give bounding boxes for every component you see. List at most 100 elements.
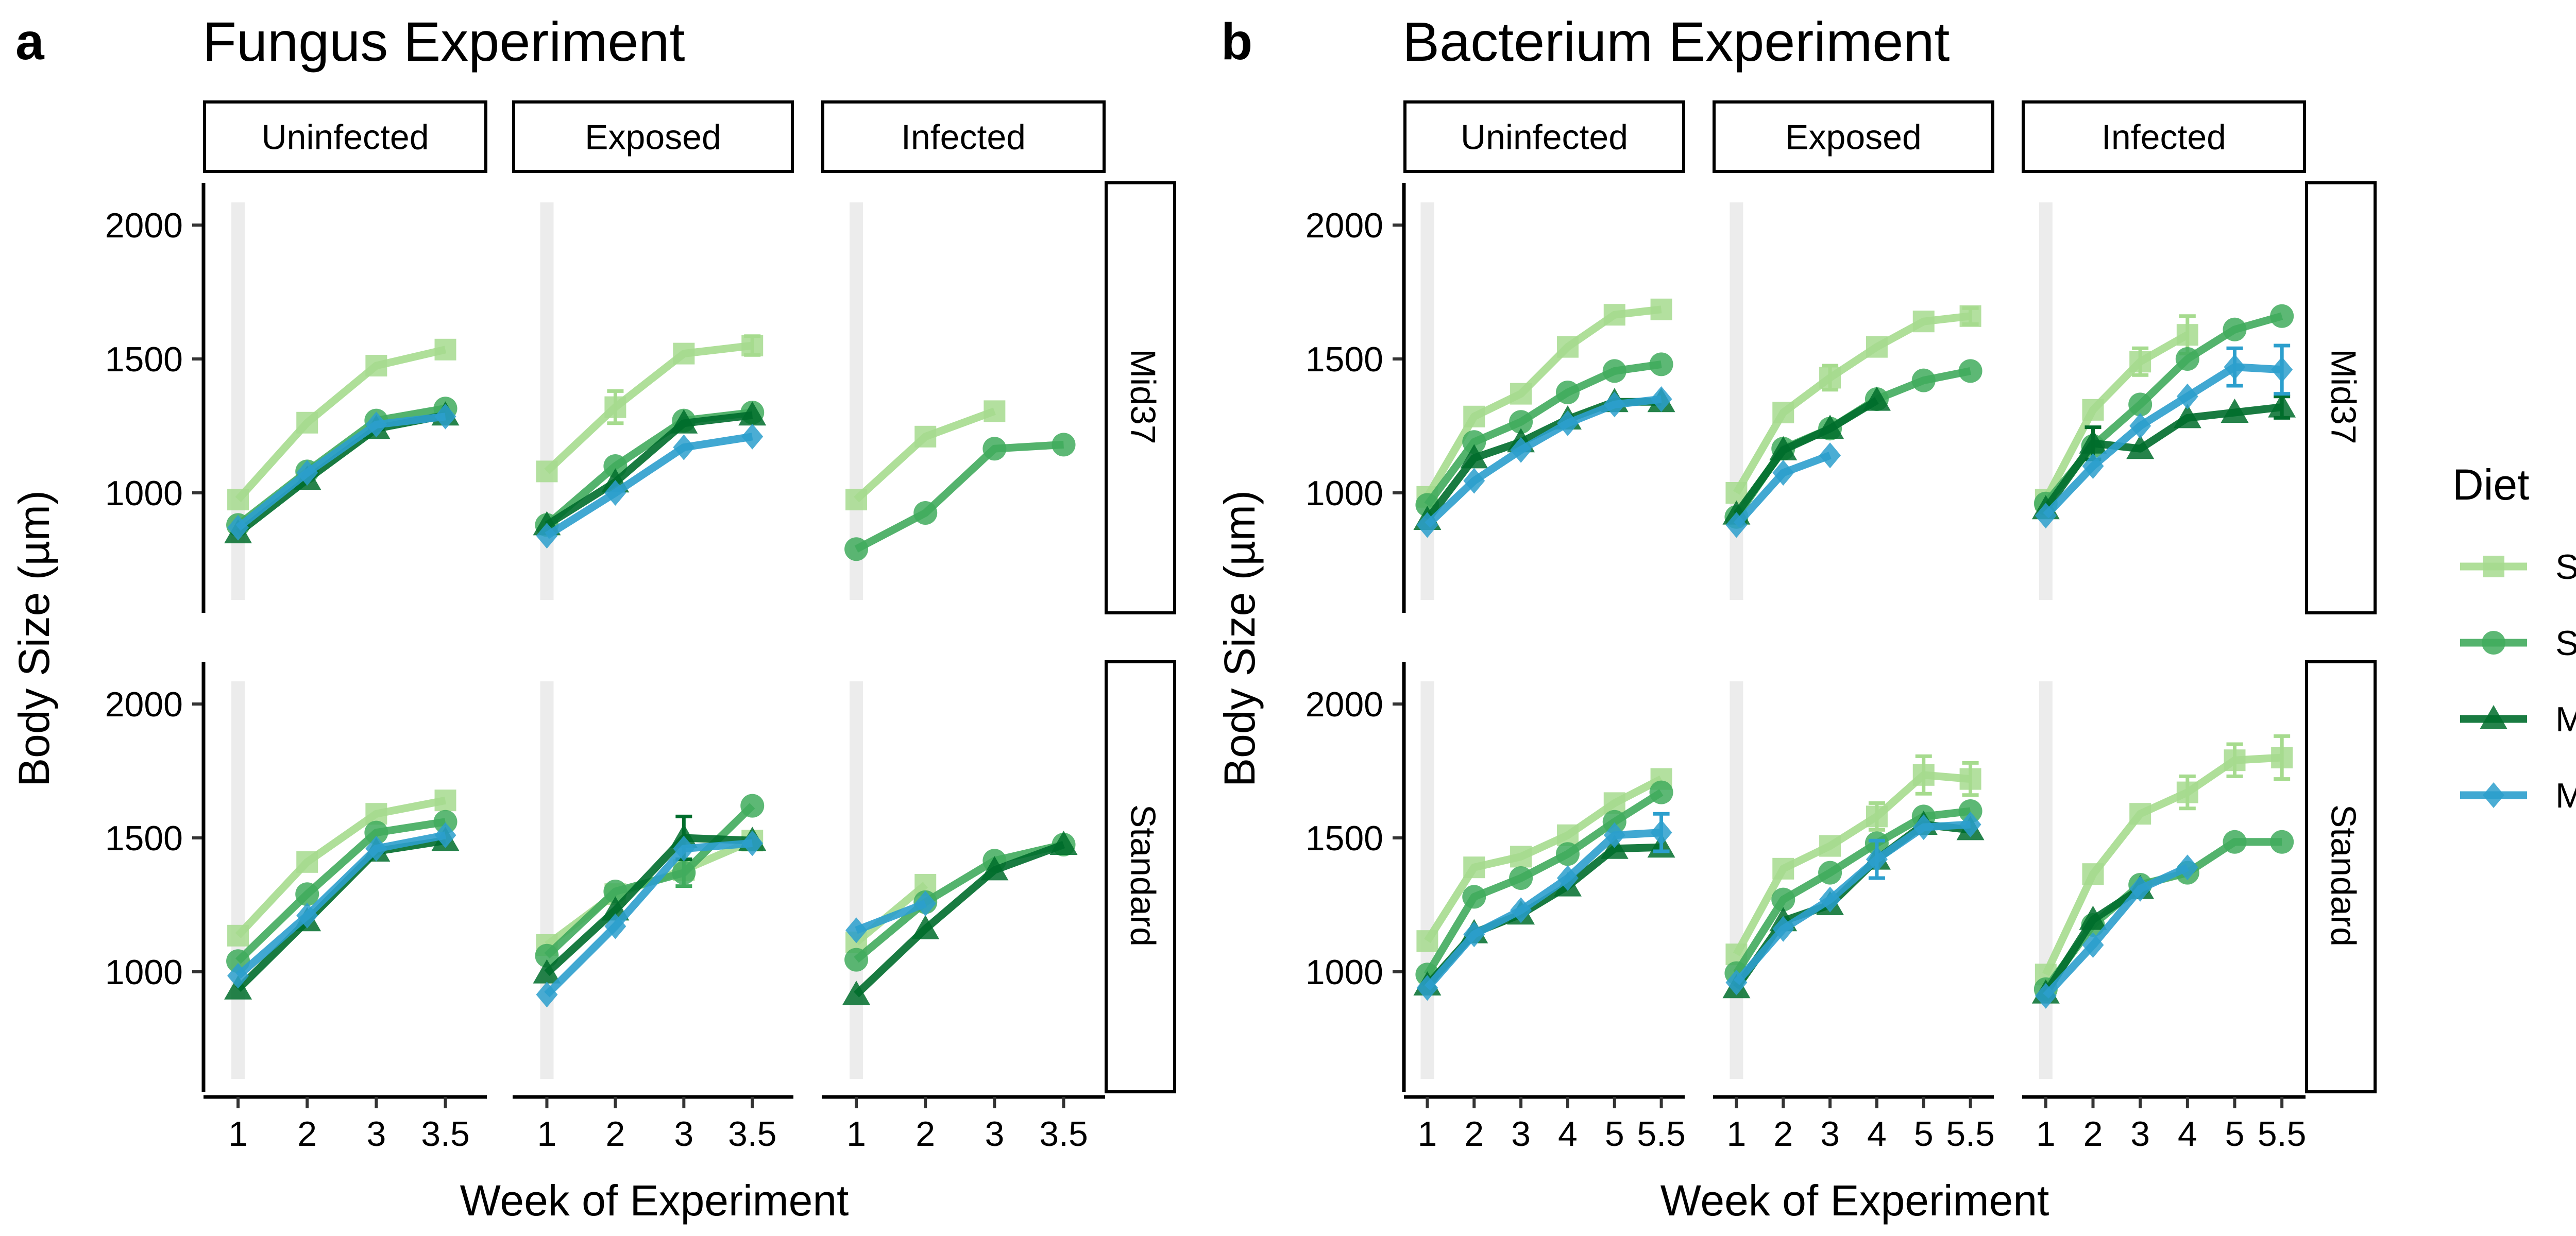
facet-panel bbox=[533, 681, 767, 1079]
legend: Diet S SM M M+ bbox=[2452, 460, 2576, 815]
x-tick-label: 1 bbox=[1727, 1114, 1747, 1154]
data-point-S bbox=[1819, 367, 1841, 389]
data-point-S bbox=[1912, 764, 1935, 786]
data-point-S bbox=[1463, 856, 1485, 879]
data-point-SM bbox=[1462, 430, 1486, 454]
data-point-M bbox=[842, 981, 871, 1005]
x-tick-label: 5.5 bbox=[1946, 1114, 1995, 1154]
column-strip-label: Infected bbox=[901, 118, 1026, 157]
week1-shade bbox=[1730, 681, 1743, 1079]
data-point-S bbox=[1912, 311, 1935, 333]
data-point-M+ bbox=[2129, 876, 2151, 902]
data-point-SM bbox=[1052, 433, 1076, 457]
column-strip-label: Uninfected bbox=[1461, 118, 1628, 157]
row-strip-label: Mid37 bbox=[1124, 349, 1163, 444]
week1-shade bbox=[1730, 202, 1743, 600]
x-tick-label: 1 bbox=[2036, 1114, 2056, 1154]
data-point-SM bbox=[913, 501, 938, 525]
x-tick-label: 3 bbox=[2130, 1114, 2150, 1154]
data-point-M+ bbox=[1725, 512, 1748, 538]
data-point-M+ bbox=[434, 403, 456, 430]
column-strip-label: Uninfected bbox=[261, 118, 429, 157]
facet-panel bbox=[1413, 681, 1675, 1079]
data-point-SM bbox=[2175, 347, 2199, 371]
series-line-SM bbox=[2042, 838, 2282, 992]
y-axis-label: Body Size (µm) bbox=[1215, 490, 1264, 787]
y-tick-label: 1500 bbox=[105, 819, 183, 858]
data-point-SM bbox=[433, 810, 457, 834]
data-point-S bbox=[2224, 749, 2246, 771]
data-point-S bbox=[1463, 405, 1485, 427]
data-point-M+ bbox=[1416, 512, 1438, 538]
data-point-M+ bbox=[536, 523, 558, 549]
data-point-M bbox=[2079, 905, 2107, 930]
data-point-SM bbox=[1509, 410, 1533, 434]
series-line-S bbox=[544, 341, 753, 474]
x-tick-label: 3 bbox=[674, 1114, 693, 1154]
data-point-M+ bbox=[1725, 969, 1748, 995]
data-point-M+ bbox=[1603, 822, 1625, 848]
data-point-M+ bbox=[1510, 437, 1532, 463]
data-point-M bbox=[738, 401, 767, 426]
y-tick-label: 2000 bbox=[1306, 685, 1383, 724]
data-point-M+ bbox=[1819, 886, 1841, 913]
data-point-M+ bbox=[536, 982, 558, 1008]
data-point-M+ bbox=[296, 902, 318, 929]
series-line-SM bbox=[235, 818, 446, 964]
x-tick-label: 1 bbox=[1418, 1114, 1437, 1154]
x-axis-label: Week of Experiment bbox=[460, 1176, 849, 1225]
data-point-SM bbox=[844, 948, 869, 972]
series-line-M bbox=[1733, 397, 1879, 517]
x-tick-label: 1 bbox=[846, 1114, 866, 1154]
data-point-M bbox=[1769, 436, 1798, 460]
data-point-M+ bbox=[845, 917, 868, 943]
x-tick-label: 3.5 bbox=[728, 1114, 777, 1154]
row-strip bbox=[1105, 660, 1176, 1093]
data-point-M bbox=[1862, 386, 1891, 411]
y-tick-label: 1500 bbox=[1306, 819, 1383, 858]
data-point-SM bbox=[1649, 352, 1673, 376]
data-point-M bbox=[2268, 393, 2296, 418]
data-point-SM bbox=[740, 794, 765, 818]
x-tick-label: 5 bbox=[1605, 1114, 1624, 1154]
data-point-M+ bbox=[227, 514, 249, 541]
series-line-SM bbox=[544, 803, 755, 959]
series-line-SM bbox=[854, 840, 1065, 963]
series-line-M bbox=[2042, 403, 2283, 511]
data-point-M+ bbox=[434, 822, 456, 848]
series-line-M+ bbox=[855, 900, 927, 934]
data-point-S bbox=[2129, 351, 2151, 373]
data-point-SM bbox=[982, 437, 1007, 461]
week1-shade bbox=[231, 681, 245, 1079]
series-line-SM bbox=[1733, 367, 1972, 520]
chart-title: Fungus Experiment bbox=[202, 10, 685, 73]
x-tick-label: 5.5 bbox=[1637, 1114, 1686, 1154]
data-point-SM bbox=[2223, 317, 2247, 341]
series-line-M bbox=[853, 840, 1065, 998]
y-tick-label: 1000 bbox=[105, 953, 183, 992]
x-tick-label: 4 bbox=[1558, 1114, 1578, 1154]
column-strip bbox=[1713, 100, 1994, 173]
series-line-M+ bbox=[235, 831, 446, 979]
facet-panel bbox=[1413, 202, 1675, 600]
facet-panel bbox=[2031, 681, 2294, 1079]
series-line-M+ bbox=[235, 413, 446, 531]
data-point-S bbox=[673, 342, 695, 365]
x-tick-label: 4 bbox=[1867, 1114, 1887, 1154]
row-strip-label: Standard bbox=[2324, 804, 2363, 947]
data-point-S bbox=[604, 396, 626, 418]
data-point-S bbox=[1603, 304, 1625, 326]
x-tick-label: 3 bbox=[1820, 1114, 1840, 1154]
data-point-M+ bbox=[914, 890, 937, 917]
data-point-S bbox=[434, 338, 456, 360]
data-point-S bbox=[2176, 324, 2198, 346]
data-point-S bbox=[296, 851, 318, 873]
week1-shade bbox=[2039, 202, 2053, 600]
x-tick-label: 2 bbox=[605, 1114, 625, 1154]
x-tick-label: 3 bbox=[985, 1114, 1004, 1154]
legend-label: S bbox=[2555, 547, 2576, 587]
week1-shade bbox=[1420, 681, 1434, 1079]
y-axis-label: Body Size (µm) bbox=[10, 490, 58, 787]
data-point-M+ bbox=[1650, 386, 1672, 412]
data-point-S bbox=[1959, 768, 1981, 790]
